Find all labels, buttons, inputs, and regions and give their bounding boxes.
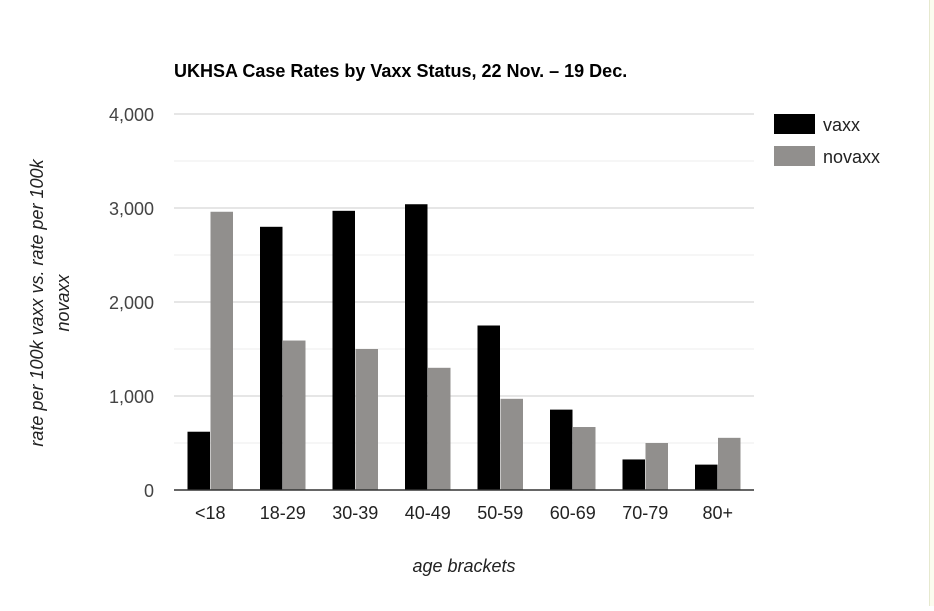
right-border — [929, 0, 930, 606]
x-tick-label: 40-49 — [405, 503, 451, 523]
x-tick-label: <18 — [195, 503, 226, 523]
y-tick-label: 4,000 — [109, 105, 154, 125]
x-axis-ticks: <18 18-29 30-39 40-49 50-59 60-69 70-79 80+ — [195, 503, 733, 523]
x-tick-label: 60-69 — [550, 503, 596, 523]
bar-novaxx — [573, 427, 596, 490]
legend: vaxx novaxx — [774, 114, 880, 167]
bars — [187, 204, 741, 491]
x-tick-label: 70-79 — [622, 503, 668, 523]
x-tick-label: 80+ — [702, 503, 733, 523]
legend-label-novaxx: novaxx — [823, 147, 880, 167]
x-tick-label: 50-59 — [477, 503, 523, 523]
x-axis-label: age brackets — [412, 556, 515, 576]
x-tick-label: 18-29 — [260, 503, 306, 523]
bar-vaxx — [622, 459, 645, 490]
bar-novaxx — [718, 437, 741, 490]
bar-vaxx — [477, 325, 500, 490]
bar-vaxx — [695, 464, 718, 490]
legend-label-vaxx: vaxx — [823, 115, 860, 135]
right-strip — [930, 0, 934, 606]
bar-novaxx — [500, 398, 523, 490]
bar-novaxx — [645, 443, 668, 490]
y-axis-label-line-1: rate per 100k vaxx vs. rate per 100k — [27, 158, 47, 446]
legend-swatch-vaxx — [774, 114, 815, 134]
bar-novaxx — [355, 349, 378, 490]
bar-novaxx — [428, 367, 451, 490]
y-tick-label: 3,000 — [109, 199, 154, 219]
y-tick-label: 0 — [144, 481, 154, 501]
bar-vaxx — [405, 204, 428, 491]
chart-title: UKHSA Case Rates by Vaxx Status, 22 Nov.… — [174, 61, 627, 81]
bar-vaxx — [332, 210, 355, 490]
bar-vaxx — [260, 226, 283, 491]
bar-vaxx — [550, 409, 573, 490]
bar-novaxx — [210, 211, 233, 490]
bar-novaxx — [283, 340, 306, 490]
y-tick-label: 1,000 — [109, 387, 154, 407]
legend-swatch-novaxx — [774, 146, 815, 166]
x-tick-label: 30-39 — [332, 503, 378, 523]
y-axis-ticks: 0 1,000 2,000 3,000 4,000 — [109, 105, 154, 501]
y-axis-label-line-2: novaxx — [53, 273, 73, 331]
bar-vaxx — [187, 431, 210, 490]
y-tick-label: 2,000 — [109, 293, 154, 313]
y-axis-label: rate per 100k vaxx vs. rate per 100k nov… — [27, 158, 73, 446]
